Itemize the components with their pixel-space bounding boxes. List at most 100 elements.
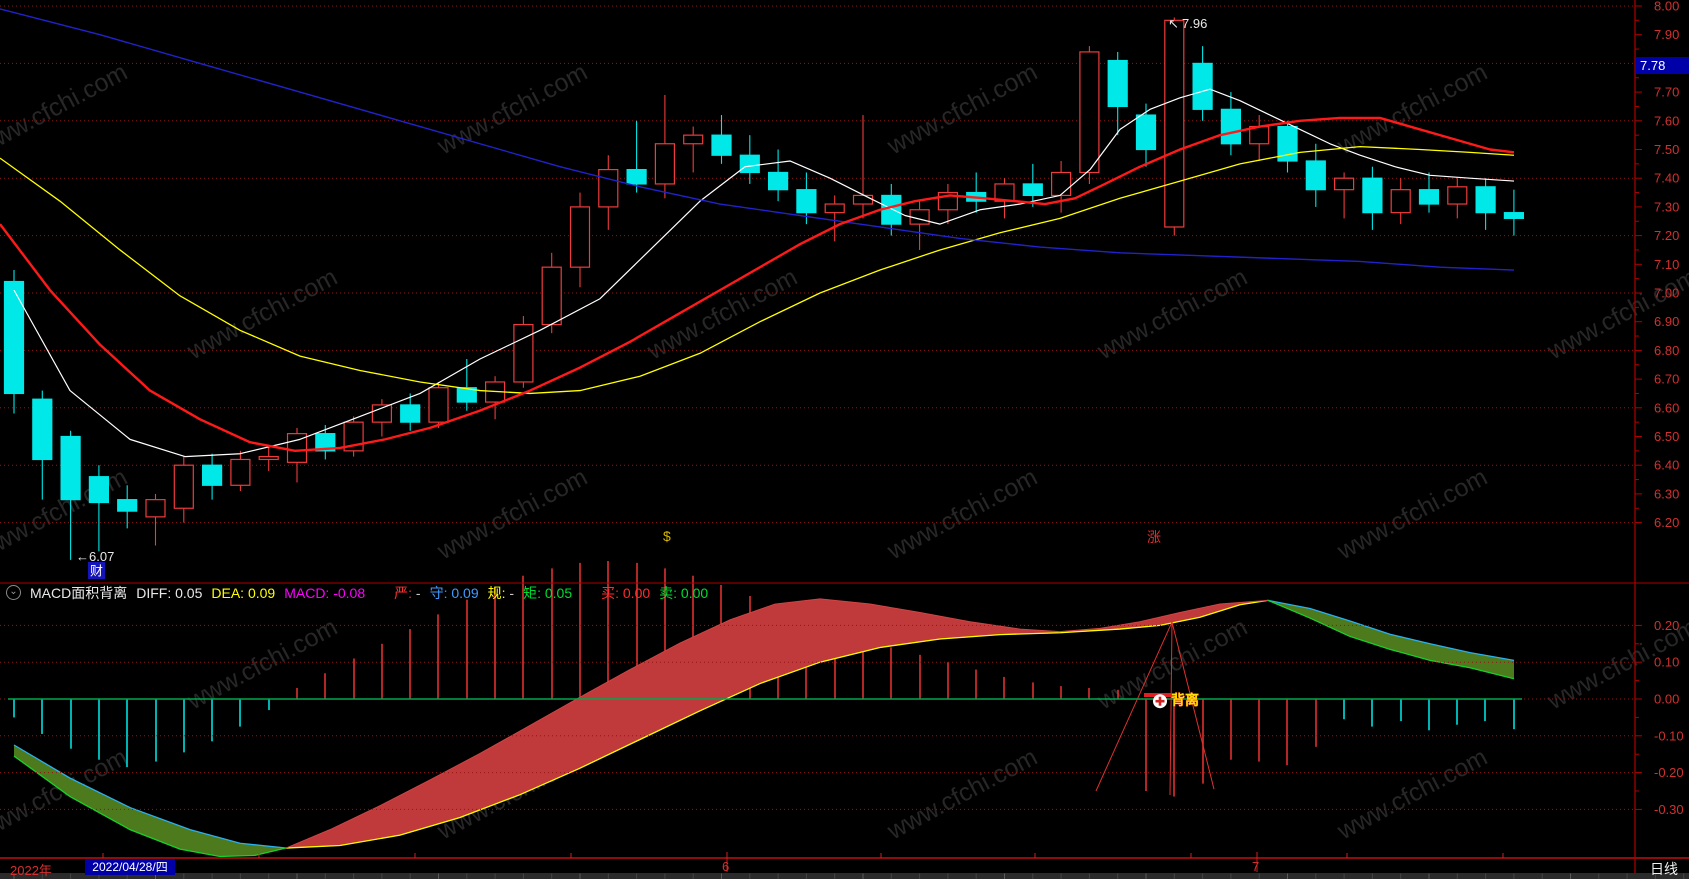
macd-axis-label: 0.10 bbox=[1654, 655, 1679, 670]
candle-down bbox=[1503, 212, 1525, 219]
candle-down bbox=[456, 387, 477, 403]
price-axis-label: 6.50 bbox=[1654, 429, 1679, 444]
ma-yellow-line bbox=[0, 145, 1515, 395]
candle-down bbox=[202, 464, 223, 486]
macd-legend: ⌄ MACD面积背离 DIFF: 0.05 DEA: 0.09 MACD: -0… bbox=[6, 584, 708, 601]
shou-readout: 守: 0.09 bbox=[429, 584, 479, 601]
candle-down bbox=[767, 171, 789, 191]
price-axis-label: 6.70 bbox=[1654, 372, 1679, 387]
macd-axis-label: -0.10 bbox=[1654, 728, 1684, 743]
price-annotations: ←6.07 ↖ 7.96 财 $ 涨 bbox=[76, 16, 1207, 579]
price-axis-label: 7.90 bbox=[1654, 27, 1679, 42]
candle-down bbox=[315, 433, 336, 452]
bottom-scrollbar[interactable] bbox=[0, 873, 1689, 879]
sell-readout: 卖: 0.00 bbox=[659, 584, 709, 601]
candle-down bbox=[1418, 189, 1440, 205]
candle-down bbox=[1135, 114, 1157, 151]
high-annotation-arrow: ↖ bbox=[1168, 16, 1179, 31]
marker-cai: 财 bbox=[90, 564, 103, 579]
candle-up bbox=[654, 143, 676, 185]
divergence-marker: 背离 bbox=[1095, 621, 1215, 796]
gui-readout: 规: - bbox=[487, 584, 515, 601]
high-annotation: 7.96 bbox=[1182, 16, 1207, 31]
candle-down bbox=[1362, 177, 1383, 214]
price-axis-label: 8.00 bbox=[1654, 0, 1679, 14]
candle-up bbox=[173, 464, 194, 509]
price-axis-label: 6.40 bbox=[1654, 458, 1679, 473]
ma-blue bbox=[0, 8, 1515, 271]
candle-down bbox=[739, 154, 760, 174]
macd-fill-green bbox=[14, 745, 286, 857]
candle-down bbox=[1305, 160, 1326, 191]
divergence-label: 背离 bbox=[1171, 692, 1199, 708]
price-axis: 8.00 7.90 7.70 7.60 7.50 7.40 7.30 7.20 7.10 7.00… bbox=[1635, 0, 1679, 530]
divergence-fan-line bbox=[1169, 622, 1173, 796]
price-axis-label: 6.90 bbox=[1654, 314, 1679, 329]
diff-readout: DIFF: 0.05 bbox=[136, 584, 203, 601]
candle-down bbox=[1277, 125, 1298, 162]
price-axis-label: 6.20 bbox=[1654, 515, 1679, 530]
ma-blue-line bbox=[0, 8, 1515, 271]
timeframe-label: 日线 bbox=[1650, 861, 1678, 877]
ma-white-line bbox=[13, 88, 1515, 458]
candle-up bbox=[1333, 177, 1355, 191]
price-axis-label: 7.60 bbox=[1654, 113, 1679, 128]
candle-down bbox=[60, 435, 81, 501]
candle-down bbox=[796, 189, 817, 214]
macd-fill-red bbox=[286, 598, 1268, 849]
buy-readout: 买: 0.00 bbox=[601, 584, 651, 601]
candle-up bbox=[1050, 171, 1072, 197]
price-axis-label: 7.30 bbox=[1654, 199, 1679, 214]
price-axis-label: 7.40 bbox=[1654, 171, 1679, 186]
candle-down bbox=[1107, 59, 1128, 108]
candle-down bbox=[1475, 186, 1496, 214]
price-axis-label: 7.70 bbox=[1654, 85, 1679, 100]
marker-dollar: $ bbox=[663, 528, 671, 544]
candle-down bbox=[626, 168, 647, 185]
candle-down bbox=[117, 499, 138, 512]
price-axis-label: 7.50 bbox=[1654, 142, 1679, 157]
candle-up bbox=[513, 323, 534, 383]
month-label: 6 bbox=[722, 859, 729, 874]
candle-up bbox=[230, 458, 251, 486]
price-axis-label: 6.60 bbox=[1654, 400, 1679, 415]
candle-up bbox=[598, 168, 619, 208]
macd-axis-label: 0.00 bbox=[1654, 692, 1679, 707]
candle-down bbox=[400, 404, 421, 423]
ma-red-line bbox=[0, 116, 1515, 453]
candle-up bbox=[569, 206, 591, 268]
scrollbar-track[interactable] bbox=[0, 873, 1689, 879]
yan-readout: 严: - bbox=[394, 584, 421, 601]
candle-down bbox=[32, 398, 53, 461]
price-gridlines bbox=[0, 5, 1635, 524]
candle-up bbox=[428, 387, 449, 423]
collapse-chevron-icon[interactable]: ⌄ bbox=[6, 585, 21, 600]
macd-axis-label: 0.20 bbox=[1654, 618, 1679, 633]
low-annotation: ←6.07 bbox=[76, 549, 114, 564]
price-axis-label: 7.20 bbox=[1654, 228, 1679, 243]
candle-up bbox=[1164, 19, 1185, 228]
candles-layer bbox=[3, 17, 1525, 560]
ma-yellow bbox=[0, 145, 1515, 395]
macd-fill-green bbox=[1268, 600, 1514, 679]
price-axis-label: 7.10 bbox=[1654, 257, 1679, 272]
macd-axis-label: -0.30 bbox=[1654, 802, 1684, 817]
selected-date-box: 2022/04/28/四 bbox=[85, 859, 175, 875]
marker-cai-box bbox=[88, 562, 105, 579]
current-price-badge: 7.78 bbox=[1636, 57, 1689, 74]
candle-down bbox=[1022, 183, 1043, 197]
candle-up bbox=[824, 203, 845, 214]
candle-up bbox=[852, 194, 874, 205]
ma-red bbox=[0, 116, 1515, 453]
candle-up bbox=[1079, 51, 1100, 174]
price-axis-label: 7.00 bbox=[1654, 286, 1679, 301]
month-label: 7 bbox=[1252, 859, 1259, 874]
candle-down bbox=[1192, 62, 1213, 110]
price-axis-label: 6.30 bbox=[1654, 486, 1679, 501]
macd-readout: MACD: -0.08 bbox=[284, 584, 366, 601]
marker-zhang: 涨 bbox=[1147, 529, 1161, 545]
candle-up bbox=[1390, 189, 1411, 214]
